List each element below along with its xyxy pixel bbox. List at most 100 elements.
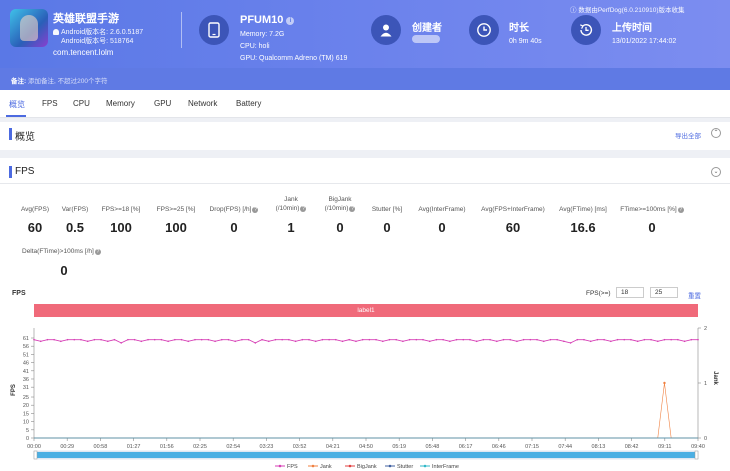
metric-label-text: Jank (/10min) [275, 196, 300, 212]
fps-point [147, 338, 149, 341]
fps-point [234, 340, 237, 343]
fps-point [200, 338, 203, 341]
upload-time-value: 13/01/2022 17:44:02 [612, 38, 677, 45]
fps-point [33, 338, 35, 341]
legend-label: InterFrame [432, 464, 459, 470]
tab-network[interactable]: Network [188, 99, 218, 108]
note-input[interactable]: 添加备注, 不超过200个字符 [28, 78, 108, 85]
fps-threshold-input-2[interactable]: 25 [650, 287, 678, 298]
metric-value: 0.5 [65, 220, 85, 235]
fps-point [435, 338, 438, 341]
legend-marker [423, 464, 427, 468]
x-tick-label: 08:13 [592, 444, 606, 450]
y-tick-label: 31 [23, 385, 29, 391]
upload-time-title: 上传时间 [612, 23, 652, 34]
metric-label: Drop(FPS) [/h]? [204, 206, 264, 215]
export-all-link[interactable]: 导出全部 [675, 130, 701, 140]
y-tick-label: 5 [26, 428, 29, 434]
fps-point [86, 340, 89, 343]
note-bar[interactable]: 备注: 添加备注, 不超过200个字符 [0, 68, 730, 90]
metric-label-text: BigJank (/10min) [324, 196, 352, 212]
fps-point [375, 338, 377, 341]
y2-tick-label: 0 [704, 436, 707, 442]
x-tick-label: 08:42 [625, 444, 639, 450]
metric-value: 60 [505, 220, 521, 235]
help-icon[interactable]: ? [349, 205, 356, 212]
fps-point [670, 338, 672, 341]
user-icon [371, 15, 401, 45]
fps-point [536, 338, 538, 341]
fps-point [220, 338, 223, 341]
fps-point [267, 340, 270, 343]
fps-point [46, 338, 49, 341]
creator-title: 创建者 [412, 23, 442, 34]
duration-value: 0h 9m 40s [509, 38, 542, 45]
fps-point [495, 340, 498, 343]
fps-point [428, 340, 431, 343]
tab-memory[interactable]: Memory [106, 99, 135, 108]
chart-title: FPS [12, 290, 26, 297]
metric-label: FTime>=100ms [%]? [615, 206, 689, 215]
collapse-fps-icon[interactable]: ⌄ [711, 167, 721, 177]
reset-link[interactable]: 重置 [688, 293, 701, 300]
help-icon[interactable]: ? [677, 207, 684, 213]
fps-threshold-input-1[interactable]: 18 [616, 287, 644, 298]
fps-point [314, 340, 317, 343]
fps-point [120, 342, 122, 344]
tab-battery[interactable]: Battery [236, 99, 262, 108]
x-tick-label: 07:44 [558, 444, 572, 450]
fps-point [395, 338, 397, 341]
x-tick-label: 06:17 [459, 444, 473, 450]
fps-point [408, 338, 411, 341]
x-tick-label: 00:00 [27, 444, 41, 450]
x-tick-label: 06:46 [492, 444, 506, 450]
metric-label: BigJank (/10min)? [314, 196, 366, 213]
y-axis-label: FPS [11, 384, 17, 396]
fps-point [60, 340, 62, 343]
tab-gpu[interactable]: GPU [154, 99, 172, 108]
tab-fps[interactable]: FPS [42, 99, 58, 108]
fps-point [402, 340, 404, 343]
series-line-jank [34, 382, 698, 439]
device-name-row: PFUM10 i [240, 14, 295, 26]
legend-marker [278, 464, 282, 468]
android-version-code: Android版本号: 518764 [61, 38, 134, 45]
fps-point [93, 338, 96, 341]
fps-point [207, 338, 210, 341]
help-icon[interactable]: ? [94, 249, 101, 255]
label-bar[interactable]: label1 [34, 304, 698, 317]
fps-point [348, 338, 351, 341]
creator-value-redacted [412, 35, 440, 43]
app-icon [10, 9, 48, 47]
fps-point [462, 338, 465, 341]
metric-label: Delta(FTime)>100ms [/h]? [22, 248, 101, 257]
fps-point [214, 340, 216, 343]
fps-point [449, 340, 451, 343]
fps-point [455, 338, 458, 341]
app-version-info: Android版本名: 2.6.0.5187 Android版本号: 51876… [53, 28, 143, 46]
x-tick-label: 00:29 [60, 444, 74, 450]
info-icon[interactable]: i [286, 17, 295, 25]
fps-point [194, 338, 196, 341]
tab-cpu[interactable]: CPU [73, 99, 90, 108]
fps-point [663, 338, 666, 341]
fps-point [469, 338, 471, 341]
active-tab-indicator [6, 115, 26, 117]
metric-label: FPS>=25 [%] [156, 206, 196, 213]
fps-point [475, 340, 478, 343]
x-tick-label: 02:25 [193, 444, 207, 450]
collapse-overview-icon[interactable]: ⌃ [711, 128, 721, 138]
fps-point [556, 338, 558, 341]
fps-point [603, 338, 605, 341]
fps-point [167, 340, 169, 343]
fps-point [563, 340, 565, 343]
tab-overview[interactable]: 概览 [9, 100, 25, 109]
fps-point [589, 340, 592, 343]
fps-point [160, 338, 163, 341]
legend-marker [311, 464, 315, 468]
help-icon[interactable]: ? [252, 207, 259, 213]
fps-point [274, 338, 277, 341]
phone-icon [199, 15, 229, 45]
help-icon[interactable]: ? [300, 205, 307, 212]
